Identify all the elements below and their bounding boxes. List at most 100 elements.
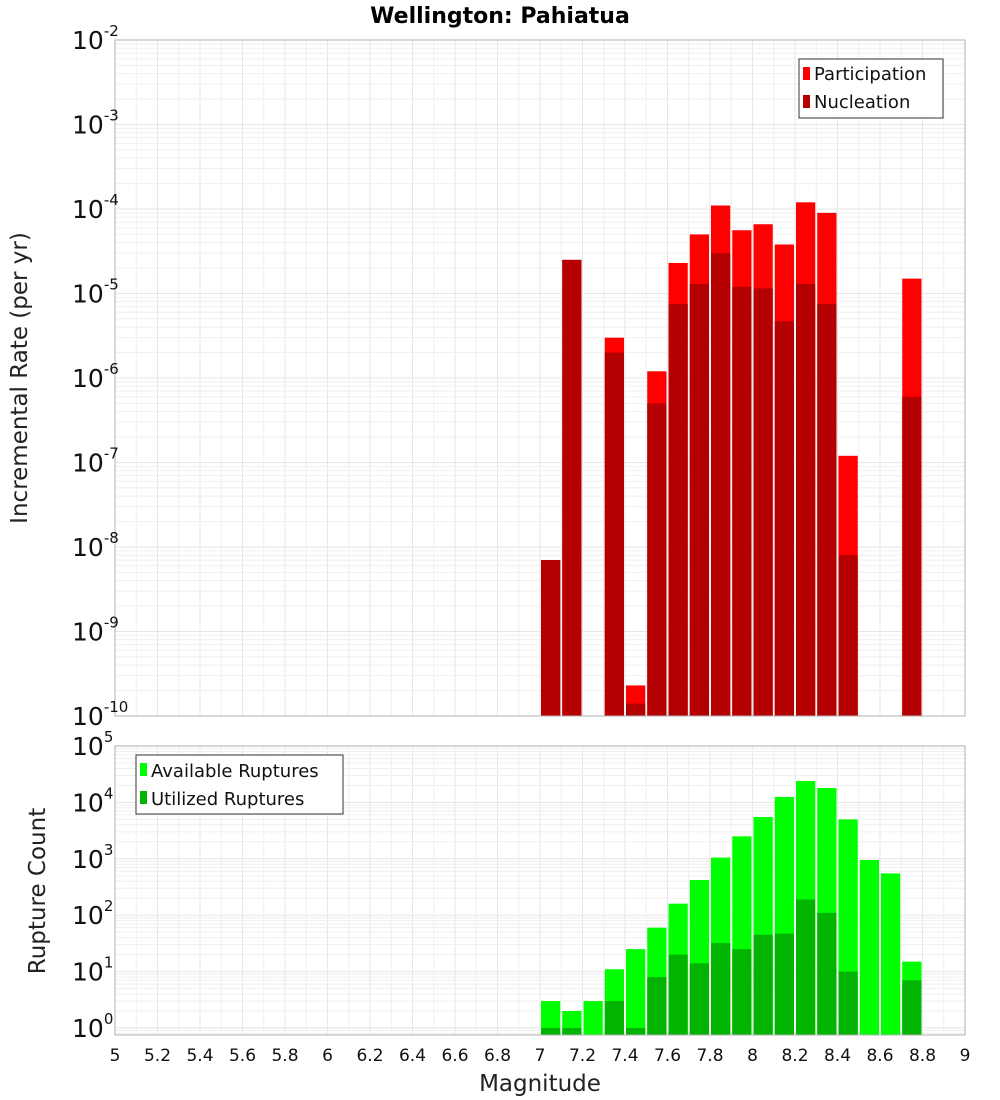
count-bar-utilized-ruptures	[647, 977, 667, 1035]
count-bar-utilized-ruptures	[626, 1027, 646, 1035]
count-bar-utilized-ruptures	[838, 971, 858, 1035]
rate-y-tick-label: 10-7	[72, 445, 119, 478]
count-bar-utilized-ruptures	[753, 934, 773, 1035]
count-y-tick-label: 103	[72, 841, 113, 874]
legend-swatch-available	[140, 763, 147, 776]
count-legend: Available Ruptures Utilized Ruptures	[135, 754, 344, 815]
rate-legend-box	[798, 58, 944, 119]
rate-bar-nucleation	[753, 288, 773, 716]
count-bar-utilized-ruptures	[668, 954, 688, 1035]
legend-swatch-participation	[803, 67, 810, 80]
legend-label-available: Available Ruptures	[151, 761, 319, 782]
count-bar-utilized-ruptures	[541, 1027, 561, 1035]
legend-label-participation: Participation	[814, 64, 926, 85]
rate-y-tick-label: 10-8	[72, 529, 119, 562]
x-tick-label: 6.2	[356, 1046, 383, 1066]
rate-bar-nucleation	[796, 283, 816, 716]
rate-bar-nucleation	[711, 253, 731, 716]
rate-panel: 10-10 10-9 10-8 10-7 10-6 10-5 10-4 10-3 10-2 In…	[7, 22, 966, 731]
x-tick-label: 6.6	[441, 1046, 468, 1066]
rate-y-tick-label: 10-4	[72, 191, 119, 224]
count-bar-available-ruptures	[583, 1001, 603, 1035]
rate-bar-nucleation	[626, 703, 646, 716]
count-bar-utilized-ruptures	[711, 943, 731, 1035]
count-y-tick-label: 105	[72, 728, 113, 761]
rate-bar-nucleation	[562, 259, 582, 716]
rate-y-tick-label: 10-3	[72, 107, 119, 140]
x-tick-label: 7.4	[611, 1046, 638, 1066]
rate-y-tick-label: 10-5	[72, 276, 119, 309]
chart-title: Wellington: Pahiatua	[370, 4, 630, 29]
count-plot-frame	[114, 745, 966, 1036]
rate-bar-nucleation	[647, 403, 667, 716]
count-bar-available-ruptures	[541, 1001, 561, 1035]
x-tick-label: 7.6	[654, 1046, 681, 1066]
rate-bar-nucleation	[668, 304, 688, 716]
count-y-tick-label: 104	[72, 784, 113, 817]
x-tick-label: 7.2	[569, 1046, 596, 1066]
rate-y-axis-label: Incremental Rate (per yr)	[7, 232, 33, 524]
count-bar-utilized-ruptures	[604, 1001, 624, 1035]
rate-plot-frame	[114, 39, 966, 717]
x-tick-label: 8.2	[781, 1046, 808, 1066]
rate-legend: Participation Nucleation	[798, 58, 944, 119]
count-grid	[114, 745, 966, 1035]
x-tick-label: 6.8	[484, 1046, 511, 1066]
rate-bar-nucleation	[604, 352, 624, 716]
count-bar-utilized-ruptures	[902, 980, 922, 1035]
x-tick-label: 8.6	[866, 1046, 893, 1066]
x-tick-label: 5.4	[186, 1046, 213, 1066]
x-tick-label: 6.4	[399, 1046, 426, 1066]
x-tick-label: 7.8	[696, 1046, 723, 1066]
x-tick-label: 9	[960, 1046, 971, 1066]
rate-bar-nucleation	[817, 304, 837, 716]
count-bar-utilized-ruptures	[774, 933, 794, 1035]
rate-bar-nucleation	[774, 321, 794, 716]
count-y-tick-label: 101	[72, 954, 113, 987]
x-axis-label: Magnitude	[479, 1071, 601, 1097]
count-bar-utilized-ruptures	[732, 949, 752, 1035]
count-bar-utilized-ruptures	[689, 963, 709, 1035]
count-legend-box	[135, 754, 344, 815]
x-tick-label: 6	[322, 1046, 333, 1066]
x-tick-label: 5.2	[144, 1046, 171, 1066]
magnitude-x-ticks: 5 5.2 5.4 5.6 5.8 6 6.2 6.4 6.6 6.8 7 7.2 7.4 7.6 7.8 8…	[110, 1046, 971, 1066]
x-tick-label: 7	[535, 1046, 546, 1066]
count-y-tick-label: 100	[72, 1010, 113, 1043]
legend-swatch-nucleation	[803, 95, 810, 108]
rate-bar-nucleation	[838, 555, 858, 716]
x-tick-label: 5.6	[229, 1046, 256, 1066]
legend-swatch-utilized	[140, 791, 147, 804]
count-bar-available-ruptures	[881, 873, 901, 1035]
rate-bar-nucleation	[902, 396, 922, 716]
count-bar-utilized-ruptures	[562, 1027, 582, 1035]
count-bar-utilized-ruptures	[796, 899, 816, 1035]
rate-y-tick-label: 10-10	[72, 698, 128, 731]
x-tick-label: 8	[747, 1046, 758, 1066]
rate-bar-nucleation	[541, 560, 561, 716]
rate-bar-nucleation	[732, 286, 752, 716]
x-tick-label: 8.4	[824, 1046, 851, 1066]
rate-bars	[541, 202, 922, 717]
rate-y-tick-label: 10-6	[72, 360, 119, 393]
count-panel: 100 101 102 103 104 105 5 5.2 5.4 5.6 5.8 6 6.2 6.4 6…	[25, 728, 970, 1097]
count-bar-available-ruptures	[859, 860, 879, 1035]
rate-y-ticks: 10-10 10-9 10-8 10-7 10-6 10-5 10-4 10-3 10-2	[72, 22, 128, 731]
rate-y-tick-label: 10-2	[72, 22, 119, 55]
legend-label-nucleation: Nucleation	[814, 92, 910, 113]
count-bar-available-ruptures	[626, 949, 646, 1035]
x-tick-label: 5	[110, 1046, 121, 1066]
count-y-axis-label: Rupture Count	[25, 808, 51, 974]
count-bars	[541, 780, 922, 1035]
x-tick-label: 8.8	[909, 1046, 936, 1066]
count-y-ticks: 100 101 102 103 104 105	[72, 728, 113, 1043]
count-y-tick-label: 102	[72, 897, 113, 930]
x-tick-label: 5.8	[271, 1046, 298, 1066]
rate-grid	[114, 39, 966, 717]
rate-bar-nucleation	[689, 283, 709, 716]
rate-y-tick-label: 10-9	[72, 614, 119, 647]
count-bar-utilized-ruptures	[817, 912, 837, 1035]
legend-label-utilized: Utilized Ruptures	[151, 789, 304, 810]
